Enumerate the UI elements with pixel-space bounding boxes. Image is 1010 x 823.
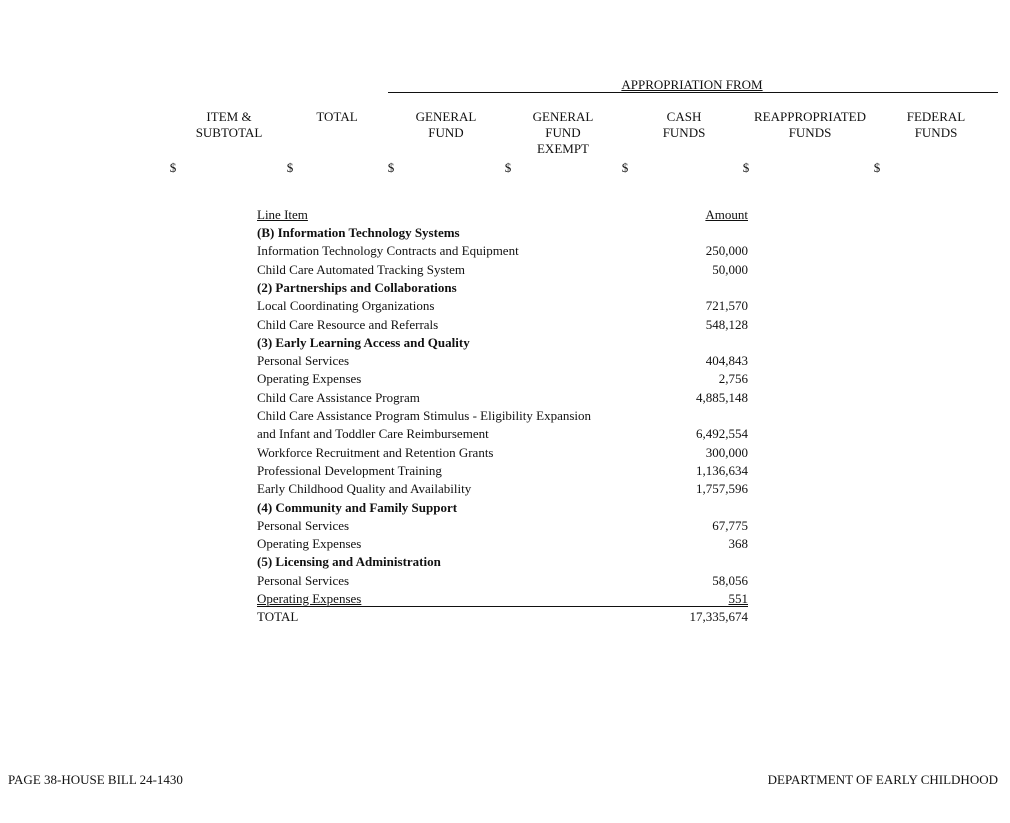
footer-left: PAGE 38-HOUSE BILL 24-1430 [8,772,183,787]
amount: 6,492,554 [696,426,748,442]
amount: 250,000 [705,243,748,259]
section-heading: (B) Information Technology Systems [257,225,460,240]
column-header: REAPPROPRIATED FUNDS [754,109,866,140]
column-header: TOTAL [316,109,358,124]
currency-symbol: $ [286,160,294,175]
line-item: Early Childhood Quality and Availability [257,481,472,497]
currency-symbol: $ [169,160,177,175]
line-item: Personal Services [257,517,350,533]
section-heading: (3) Early Learning Access and Quality [257,334,470,350]
line-item: Child Care Assistance Program [257,389,420,405]
line-item: Information Technology Contracts and Equ… [257,243,519,259]
amount: 1,757,596 [696,481,748,497]
currency-symbol: $ [742,160,750,175]
table-header: Amount [705,207,748,222]
amount: 67,775 [712,517,748,533]
line-item: TOTAL [257,609,299,625]
column-header: GENERAL FUND [415,109,477,140]
line-item: Operating Expenses [257,371,362,387]
amount: 551 [728,591,749,606]
table-header: Line Item [257,207,308,222]
currency-symbol: $ [621,160,629,175]
line-item: Operating Expenses [257,536,362,552]
footer-right: DEPARTMENT OF EARLY CHILDHOOD [767,772,998,787]
line-item: Child Care Automated Tracking System [257,261,465,277]
currency-symbol: $ [387,160,395,175]
amount: 368 [728,536,749,552]
currency-symbol: $ [873,160,881,175]
amount: 58,056 [712,572,748,588]
line-item: Personal Services [257,353,350,369]
column-header: GENERAL FUND EXEMPT [532,109,594,156]
amount: 4,885,148 [696,389,748,405]
column-header: CASH FUNDS [662,109,706,140]
header-rule [388,92,998,93]
header-title: APPROPRIATION FROM [621,77,763,92]
section-heading: (2) Partnerships and Collaborations [257,279,457,295]
currency-symbol: $ [504,160,512,175]
amount: 548,128 [705,316,748,332]
section-heading: (4) Community and Family Support [257,499,458,515]
amount: 404,843 [705,353,748,369]
section-heading: (5) Licensing and Administration [257,554,441,570]
amount: 300,000 [705,444,748,460]
amount: 1,136,634 [696,462,748,478]
line-item: Personal Services [257,572,350,588]
line-item: Operating Expenses [257,591,362,606]
line-item: Child Care Resource and Referrals [257,316,439,332]
line-item: Workforce Recruitment and Retention Gran… [257,444,494,460]
amount: 2,756 [718,371,748,387]
column-header: ITEM & SUBTOTAL [195,109,263,140]
amount: 17,335,674 [689,609,749,625]
amount: 50,000 [712,261,748,277]
column-header: FEDERAL FUNDS [906,109,966,140]
line-item: Professional Development Training [257,462,442,478]
amount: 721,570 [705,298,748,314]
total-rule [257,606,748,607]
line-item: Local Coordinating Organizations [257,298,435,314]
line-item: and Infant and Toddler Care Reimbursemen… [257,426,489,442]
line-item: Child Care Assistance Program Stimulus -… [257,408,592,423]
